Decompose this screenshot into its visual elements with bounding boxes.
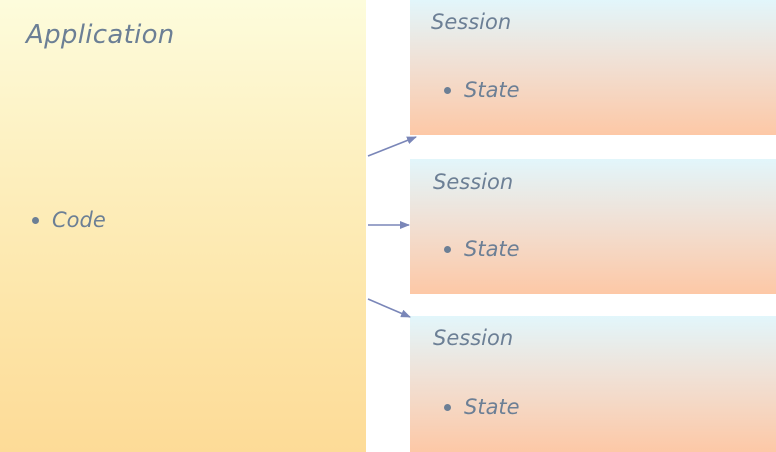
session-item-label: State [464,78,520,102]
session-item-label: State [464,395,520,419]
arrow-to-session-1 [367,136,417,157]
session-title: Session [433,170,514,194]
session-item-state: State [444,395,520,419]
session-title: Session [433,326,514,350]
application-box: Application Code [0,0,366,452]
bullet-icon [444,86,451,94]
session-item-state: State [444,78,520,102]
application-item-code: Code [32,208,106,232]
session-box-3: Session State [410,316,776,452]
bullet-icon [444,403,451,411]
application-title: Application [26,20,175,50]
bullet-icon [444,245,451,253]
session-box-2: Session State [410,159,776,294]
session-box-1: Session State [410,0,776,135]
arrow-to-session-3 [367,298,411,318]
session-item-state: State [444,237,520,261]
bullet-icon [32,216,39,224]
session-item-label: State [464,237,520,261]
session-title: Session [431,10,512,34]
application-item-label: Code [52,208,106,232]
